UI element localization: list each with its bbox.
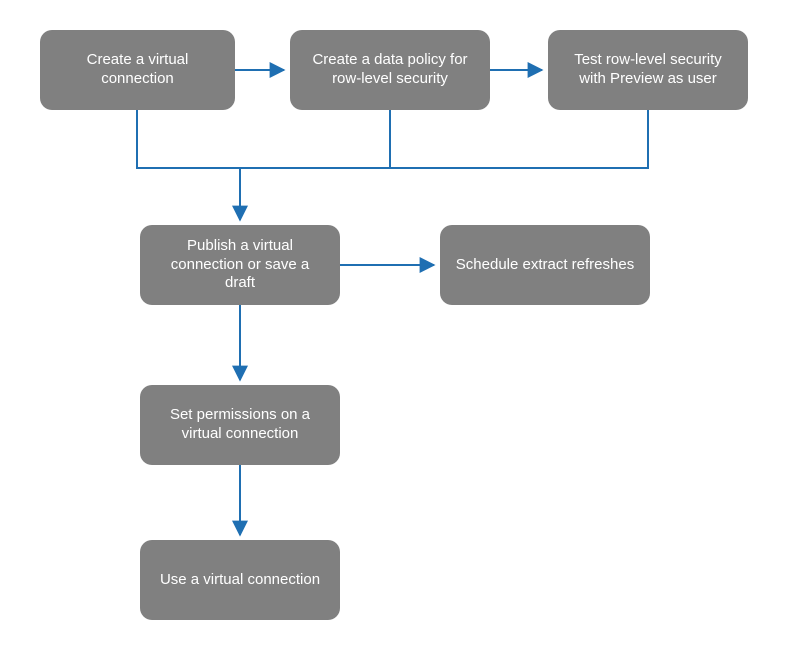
edge-e4	[240, 110, 390, 168]
node-create-virtual-connection: Create a virtual connection	[40, 30, 235, 110]
node-set-permissions: Set permissions on a virtual connection	[140, 385, 340, 465]
flowchart-canvas: Create a virtual connection Create a dat…	[0, 0, 800, 648]
node-create-data-policy: Create a data policy for row-level secur…	[290, 30, 490, 110]
node-schedule-extract-refreshes: Schedule extract refreshes	[440, 225, 650, 305]
edge-e5	[240, 110, 648, 168]
node-publish-virtual-connection: Publish a virtual connection or save a d…	[140, 225, 340, 305]
node-test-row-level-security: Test row-level security with Preview as …	[548, 30, 748, 110]
edge-e3	[137, 110, 240, 220]
node-use-virtual-connection: Use a virtual connection	[140, 540, 340, 620]
